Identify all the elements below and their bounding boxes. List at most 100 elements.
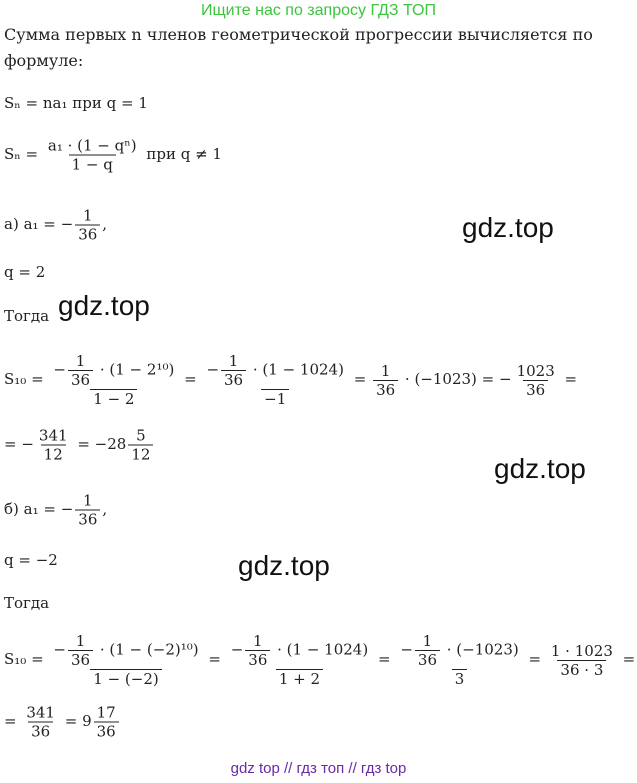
denominator: 12 [40,444,66,464]
math-text: S₁₀ = [4,650,49,668]
fraction: −1 36 · (1 − 2¹⁰) 1 − 2 [50,352,177,408]
numerator: −1 36 · (1 − 2¹⁰) [50,352,177,389]
intro-text: Сумма первых n членов геометрической про… [4,25,593,70]
math-text: = [348,370,372,388]
denominator: 36 [75,509,101,529]
math-text: · (1 − 1024) [248,360,344,379]
math-text: q = −2 [4,551,58,569]
math-text: S₁₀ = [4,370,49,388]
denominator: −1 [261,389,290,408]
numerator: 5 [136,426,146,445]
fraction: 17 36 [93,703,119,741]
math-text: = − [4,435,34,453]
math-text: = [4,712,22,730]
math-text: q = 2 [4,263,46,281]
numerator: 341 [26,703,55,722]
denominator: 1 − 2 [90,389,138,408]
numerator: 1 · 1023 [550,641,613,660]
denominator: 12 [128,444,154,464]
math-text: Тогда [4,594,50,612]
math-text: = [559,370,578,388]
math-text: − [206,360,220,379]
denominator: 36 [523,379,549,399]
math-text: при q ≠ 1 [141,145,222,163]
numerator: −1 36 · (1 − 1024) [203,352,347,389]
denominator: 36 [75,224,101,244]
numerator: 1 [380,361,391,380]
formula-line: Sₙ = a₁ · (1 − qⁿ) 1 − q при q ≠ 1 [4,137,222,174]
formula-line: q = 2 [4,263,45,281]
numerator: −1 36 · (−1023) [397,632,521,669]
math-text: · (1 − 2¹⁰) [95,360,175,379]
numerator: 1 [83,491,93,510]
fraction: −1 36 · (1 − 1024) −1 [203,352,347,408]
fraction: 1 36 [68,632,94,669]
math-text: − [400,640,413,659]
fraction: 1 36 [373,361,399,399]
math-text: − [230,640,244,659]
numerator: 1 [75,632,86,650]
numerator: −1 36 · (1 − 1024) [228,632,372,669]
denominator: 36 [373,379,399,399]
denominator: 36 [68,650,94,669]
formula-line: а) a₁ = −1 36, [4,207,107,244]
numerator: a₁ · (1 − qⁿ) [47,136,137,155]
denominator: 36 [221,370,247,389]
denominator: 36 [68,370,94,389]
fraction: a₁ · (1 − qⁿ) 1 − q [45,137,140,174]
fraction: −1 36 · (1 − (−2)¹⁰) 1 − (−2) [50,632,201,688]
denominator: 36 · 3 [557,659,607,679]
formula-line: Тогда [4,307,49,325]
math-text: , [102,500,108,518]
math-text: Sₙ = na₁ при q = 1 [4,94,148,112]
formula-line: Тогда [4,594,49,612]
numerator: 1 [228,352,239,370]
math-text: = 9 [59,712,92,730]
footer: gdz top // гдз топ // гдз top [230,760,407,777]
numerator: 17 [96,703,116,722]
formula-line: б) a₁ = −1 36, [4,492,107,529]
denominator: 1 − q [68,154,116,174]
numerator: 1 [422,632,433,650]
fraction: 1 36 [414,632,440,669]
denominator: 36 [28,721,54,741]
denominator: 36 [414,650,440,669]
fraction: 1 36 [68,352,94,389]
fraction: 341 36 [23,704,58,741]
fraction: 1 36 [221,352,247,389]
watermark: gdz.top [462,212,554,243]
math-text: = [373,650,396,668]
watermark: gdz.top [494,453,586,484]
fraction: 1 36 [75,491,101,529]
fraction: 1 36 [245,632,271,669]
math-text: б) a₁ = − [4,500,74,518]
math-text: = [179,370,202,388]
fraction: 1023 36 [514,362,558,399]
math-text: а) a₁ = − [4,215,74,233]
formula-line: = −341 12 = −28 5 12 [4,427,155,464]
denominator: 1 + 2 [275,669,324,688]
watermark: gdz.top [58,290,150,321]
math-text: = [617,650,636,668]
math-text: Sₙ = [4,145,43,163]
formula-line: Sₙ = na₁ при q = 1 [4,94,148,112]
math-text: Тогда [4,307,50,325]
fraction: 5 12 [128,426,154,464]
numerator: 341 [38,426,68,445]
math-text: = −28 [72,435,127,453]
numerator: 1 [253,632,263,650]
math-text: · (1 − 1024) [272,640,369,659]
math-text: · (−1023) = − [400,370,512,388]
denominator: 36 [245,650,271,669]
numerator: 1 [75,352,86,370]
fraction: −1 36 · (1 − 1024) 1 + 2 [228,632,372,688]
denominator: 1 − (−2) [90,669,162,688]
formula-line: S₁₀ = −1 36 · (1 − 2¹⁰) 1 − 2 = −1 36 · (1 … [4,352,577,408]
fraction: 1 36 [75,206,101,244]
math-text: = [523,650,546,668]
numerator: 1 [82,206,93,225]
fraction: 1 · 1023 36 · 3 [548,642,616,679]
fraction: 341 12 [36,427,71,464]
fraction: −1 36 · (−1023) 3 [397,632,521,688]
